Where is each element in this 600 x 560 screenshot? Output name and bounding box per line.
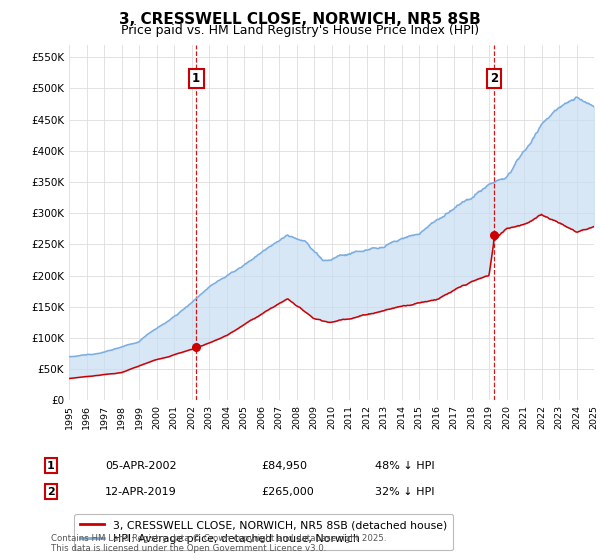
Text: 05-APR-2002: 05-APR-2002 [105, 461, 176, 471]
Text: £265,000: £265,000 [261, 487, 314, 497]
Text: 2: 2 [47, 487, 55, 497]
Text: Contains HM Land Registry data © Crown copyright and database right 2025.
This d: Contains HM Land Registry data © Crown c… [51, 534, 386, 553]
Text: 3, CRESSWELL CLOSE, NORWICH, NR5 8SB: 3, CRESSWELL CLOSE, NORWICH, NR5 8SB [119, 12, 481, 27]
Text: 2: 2 [490, 72, 498, 85]
Text: £84,950: £84,950 [261, 461, 307, 471]
Text: Price paid vs. HM Land Registry's House Price Index (HPI): Price paid vs. HM Land Registry's House … [121, 24, 479, 36]
Text: 12-APR-2019: 12-APR-2019 [105, 487, 177, 497]
Text: 1: 1 [47, 461, 55, 471]
Text: 1: 1 [192, 72, 200, 85]
Legend: 3, CRESSWELL CLOSE, NORWICH, NR5 8SB (detached house), HPI: Average price, detac: 3, CRESSWELL CLOSE, NORWICH, NR5 8SB (de… [74, 514, 453, 550]
Text: 32% ↓ HPI: 32% ↓ HPI [375, 487, 434, 497]
Text: 48% ↓ HPI: 48% ↓ HPI [375, 461, 434, 471]
